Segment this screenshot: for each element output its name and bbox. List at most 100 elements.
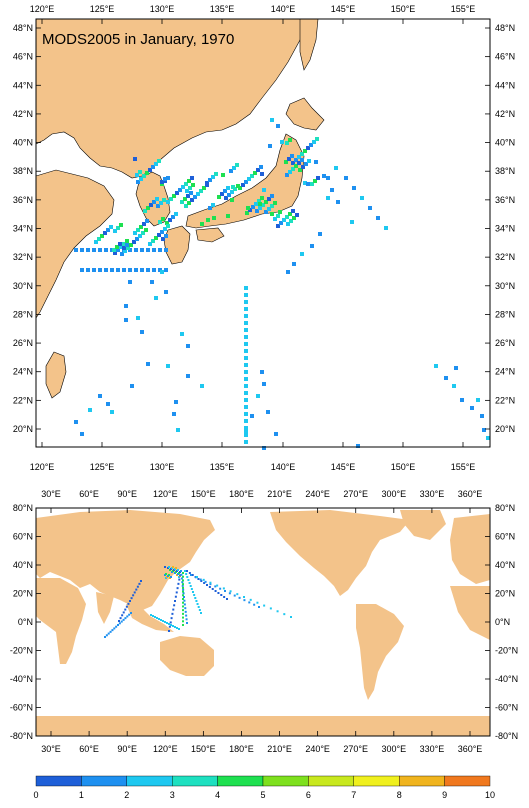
- observation-cell: [182, 616, 184, 619]
- top-lat-label-left: 20°N: [13, 424, 33, 434]
- observation-cell: [268, 144, 272, 148]
- bottom-map-observations: [104, 566, 292, 638]
- observation-cell: [220, 192, 224, 196]
- shikoku: [195, 227, 225, 243]
- observation-cell: [344, 176, 348, 180]
- observation-cell: [124, 617, 127, 620]
- observation-cell: [260, 196, 264, 200]
- observation-cell: [182, 612, 184, 615]
- observation-cell: [152, 615, 154, 617]
- top-lon-label-bottom: 135°E: [210, 462, 235, 472]
- observation-cell: [126, 615, 129, 618]
- colorbar-label: 4: [215, 790, 220, 800]
- observation-cell: [460, 398, 464, 402]
- observation-cell: [148, 168, 152, 172]
- observation-cell: [168, 574, 170, 576]
- observation-cell: [164, 566, 166, 568]
- observation-cell: [171, 215, 175, 219]
- observation-cell: [163, 177, 167, 181]
- observation-cell: [244, 398, 248, 402]
- observation-cell: [186, 622, 188, 624]
- observation-cell: [244, 300, 248, 304]
- bottom-lat-label-right: -80°N: [495, 731, 518, 741]
- observation-cell: [136, 228, 140, 232]
- top-lon-label-bottom: 130°E: [150, 462, 175, 472]
- observation-cell: [244, 433, 248, 437]
- observation-cell: [290, 616, 292, 618]
- observation-cell: [106, 228, 110, 232]
- bottom-map: 30°E 30°E 60°E 60°E 90°E 90°E 120°E 120°E 150°E 1…: [10, 489, 518, 754]
- observation-cell: [244, 293, 248, 297]
- top-lat-label-left: 26°N: [13, 338, 33, 348]
- observation-cell: [376, 216, 380, 220]
- top-map-ticks: 120°E 120°E 125°E 125°E 130°E 130°E 135°E 135°E…: [13, 4, 515, 472]
- bottom-lon-label-top: 270°E: [343, 489, 368, 499]
- bottom-lon-label-bottom: 90°E: [117, 744, 137, 754]
- observation-cell: [129, 600, 131, 602]
- observation-cell: [122, 611, 125, 614]
- observation-cell: [482, 428, 486, 432]
- observation-cell: [170, 617, 173, 620]
- observation-cell: [122, 242, 126, 246]
- observation-cell: [182, 601, 184, 604]
- greenland: [400, 510, 446, 540]
- observation-cell: [384, 226, 388, 230]
- top-lat-label-right: 20°N: [495, 424, 515, 434]
- observation-cell: [182, 586, 184, 589]
- observation-cell: [244, 328, 248, 332]
- colorbar-segment: [217, 775, 264, 787]
- observation-cell: [270, 212, 274, 216]
- observation-cell: [303, 181, 307, 185]
- observation-cell: [295, 213, 299, 217]
- observation-cell: [193, 195, 197, 199]
- observation-cell: [244, 426, 248, 430]
- observation-cell: [168, 630, 170, 632]
- observation-cell: [187, 201, 191, 205]
- observation-cell: [80, 432, 84, 436]
- observation-cell: [250, 414, 254, 418]
- observation-cell: [120, 620, 123, 623]
- observation-cell: [209, 583, 212, 586]
- observation-cell: [170, 576, 172, 578]
- observation-cell: [196, 603, 199, 605]
- top-lon-label-bottom: 145°E: [331, 462, 356, 472]
- observation-cell: [178, 188, 182, 192]
- observation-cell: [161, 217, 165, 221]
- observation-cell: [188, 572, 191, 574]
- observation-cell: [172, 412, 176, 416]
- observation-cell: [170, 624, 172, 626]
- observation-cell: [294, 164, 298, 168]
- observation-cell: [103, 231, 107, 235]
- observation-cell: [118, 622, 121, 625]
- bottom-lon-label-bottom: 210°E: [267, 744, 292, 754]
- observation-cell: [322, 174, 326, 178]
- observation-cell: [185, 618, 188, 621]
- africa: [36, 578, 86, 664]
- observation-cell: [160, 230, 164, 234]
- observation-cell: [145, 219, 149, 223]
- colorbar-segment: [81, 775, 128, 787]
- observation-cell: [244, 370, 248, 374]
- colorbar-label: 10: [485, 790, 495, 800]
- observation-cell: [189, 585, 192, 587]
- top-lat-label-right: 34°N: [495, 224, 515, 234]
- bottom-lat-label-right: 80°N: [495, 503, 515, 513]
- observation-cell: [318, 232, 322, 236]
- bottom-lon-label-bottom: 270°E: [343, 744, 368, 754]
- observation-cell: [262, 382, 266, 386]
- observation-cell: [175, 591, 178, 594]
- observation-cell: [133, 231, 137, 235]
- observation-cell: [128, 280, 132, 284]
- observation-cell: [126, 246, 130, 250]
- observation-cell: [199, 189, 203, 193]
- observation-cell: [262, 446, 266, 450]
- bottom-lon-label-bottom: 240°E: [305, 744, 330, 754]
- observation-cell: [256, 168, 260, 172]
- bottom-lat-label-left: 20°N: [13, 589, 33, 599]
- observation-cell: [282, 218, 286, 222]
- observation-cell: [164, 290, 168, 294]
- observation-cell: [316, 176, 320, 180]
- bottom-lat-label-right: -20°N: [495, 646, 518, 656]
- observation-cell: [129, 243, 133, 247]
- observation-cell: [182, 590, 184, 593]
